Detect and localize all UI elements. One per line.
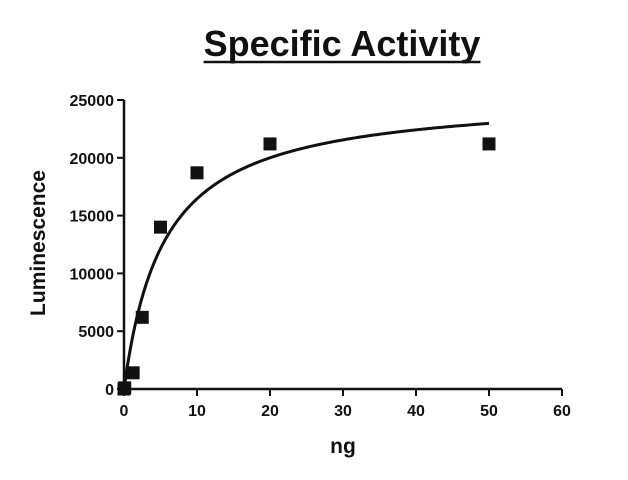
x-axis-ticks: 0 10 20 30 40 50 60 (120, 389, 571, 420)
x-tick-label: 30 (334, 403, 352, 420)
data-point (190, 166, 204, 180)
x-tick-label: 60 (553, 403, 571, 420)
x-tick-label: 50 (480, 403, 498, 420)
y-tick-label: 20000 (70, 151, 115, 168)
fit-curve (122, 121, 490, 390)
data-point (154, 220, 167, 234)
data-point (126, 366, 140, 380)
y-tick-label: 10000 (70, 266, 115, 283)
y-axis-ticks: 0 5000 10000 15000 20000 25000 (70, 93, 124, 399)
data-point (263, 137, 277, 151)
chart-title: Specific Activity (204, 23, 481, 64)
x-tick-label: 20 (261, 403, 279, 420)
data-point (118, 381, 132, 395)
data-points (117, 137, 496, 396)
y-tick-label: 0 (105, 382, 114, 399)
y-axis-label: Luminescence (27, 170, 50, 316)
y-tick-label: 5000 (78, 324, 114, 341)
x-axis-label: ng (330, 435, 356, 458)
x-tick-label: 10 (188, 403, 206, 420)
data-point (135, 310, 149, 324)
x-tick-label: 40 (407, 403, 425, 420)
x-tick-label: 0 (120, 403, 129, 420)
y-tick-label: 15000 (70, 209, 115, 226)
y-tick-label: 25000 (70, 93, 115, 110)
data-point (482, 137, 496, 151)
